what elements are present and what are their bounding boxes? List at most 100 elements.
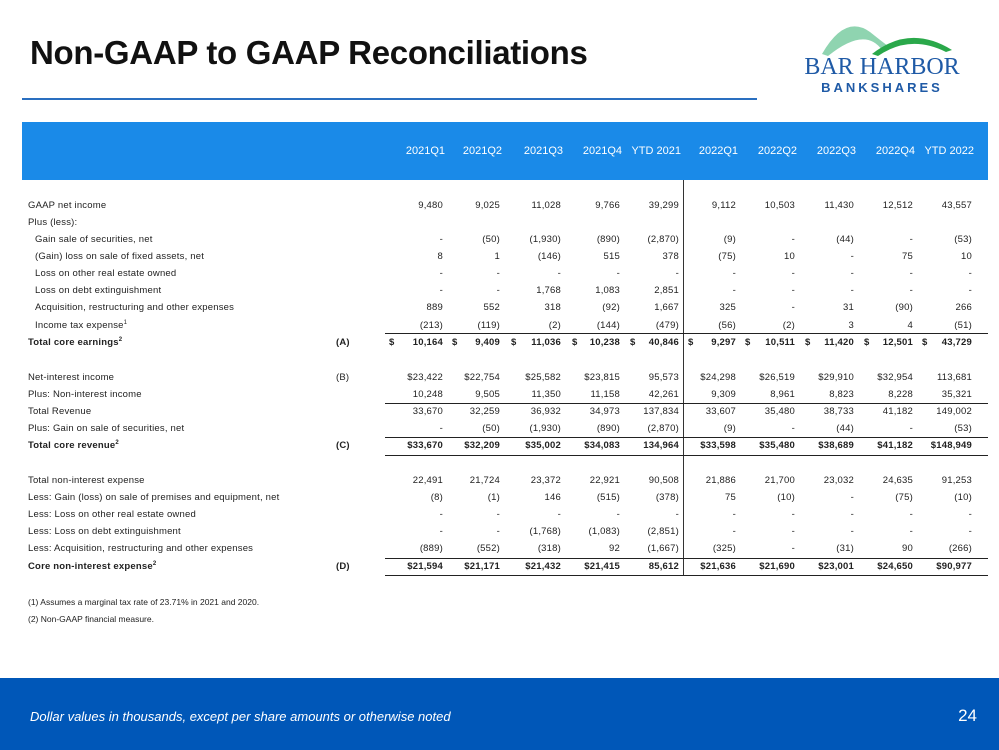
row-label: Less: Loss on debt extinguishment (28, 526, 181, 537)
cell-value: $23,815 (584, 372, 620, 383)
cell-value: (213) (419, 320, 443, 331)
table-rule (385, 558, 988, 559)
cell-value: - (675, 509, 679, 520)
cell-value: $25,582 (525, 372, 561, 383)
cell-value: 325 (719, 302, 736, 313)
table-row: Less: Loss on debt extinguishment - - (1,76… (0, 524, 999, 541)
cell-value: 9,409 (475, 337, 500, 348)
cell-value: (2,851) (647, 526, 679, 537)
row-label: Net-interest income (28, 372, 114, 383)
cell-value: 1,768 (536, 285, 561, 296)
cell-value: 9,112 (711, 200, 736, 211)
svg-text:BANKSHARES: BANKSHARES (821, 80, 943, 95)
cell-value: $90,977 (936, 561, 972, 572)
cell-value: 8,823 (829, 389, 854, 400)
table-row: Less: Gain (loss) on sale of premises an… (0, 490, 999, 507)
table-row: GAAP net income 9,480 9,025 11,028 9,766 39,2… (0, 198, 999, 215)
table-row: Gain sale of securities, net - (50) (1,930)… (0, 232, 999, 249)
cell-value: 38,733 (823, 406, 854, 417)
cell-value: - (909, 509, 913, 520)
cell-value: $21,171 (464, 561, 500, 572)
cell-value: - (791, 423, 795, 434)
cell-value: 33,607 (705, 406, 736, 417)
cell-value: 92 (609, 543, 620, 554)
cell-value: $35,002 (525, 440, 561, 451)
cell-value: 11,420 (824, 337, 854, 348)
cell-value: - (850, 492, 854, 503)
cell-value: - (439, 268, 443, 279)
cell-value: (146) (537, 251, 561, 262)
cell-value: (44) (836, 423, 854, 434)
currency-symbol: $ (511, 337, 517, 348)
cell-value: - (909, 234, 913, 245)
cell-value: 43,557 (941, 200, 972, 211)
cell-value: (479) (655, 320, 679, 331)
cell-value: 2,851 (654, 285, 679, 296)
row-label: Plus: Gain on sale of securities, net (28, 423, 184, 434)
row-label-text: Loss on debt extinguishment (35, 285, 162, 296)
cell-value: (1,768) (529, 526, 561, 537)
cell-value: 9,505 (475, 389, 500, 400)
row-label-text: Acquisition, restructuring and other exp… (35, 302, 235, 313)
table-row: Loss on other real estate owned - - - - - - - - -… (0, 266, 999, 283)
cell-value: 95,573 (648, 372, 679, 383)
row-label-text: Plus: Non-interest income (28, 389, 142, 400)
cell-value: 889 (426, 302, 443, 313)
column-header: 2021Q3 (523, 145, 563, 157)
table-rule (385, 575, 988, 576)
cell-value: 10 (961, 251, 972, 262)
cell-value: (889) (419, 543, 443, 554)
table-row: Total core revenue2 (C) $33,670 $32,209 $35,… (0, 438, 999, 455)
cell-value: (8) (430, 492, 443, 503)
cell-value: 12,501 (882, 337, 913, 348)
cell-value: - (439, 526, 443, 537)
table-row: Less: Acquisition, restructuring and oth… (0, 541, 999, 558)
row-letter: (D) (336, 561, 350, 572)
cell-value: - (732, 509, 736, 520)
cell-value: 552 (483, 302, 500, 313)
row-label-text: (Gain) loss on sale of fixed assets, net (35, 251, 205, 262)
cell-value: - (439, 423, 443, 434)
cell-value: $22,754 (464, 372, 500, 383)
cell-value: - (850, 251, 854, 262)
cell-value: 91,253 (941, 475, 972, 486)
cell-value: $33,598 (700, 440, 736, 451)
cell-value: 31 (843, 302, 854, 313)
cell-value: 35,480 (764, 406, 795, 417)
cell-value: - (439, 285, 443, 296)
cell-value: $41,182 (877, 440, 913, 451)
cell-value: $26,519 (759, 372, 795, 383)
cell-value: 266 (955, 302, 972, 313)
cell-value: (325) (712, 543, 736, 554)
cell-value: 134,964 (643, 440, 679, 451)
cell-value: (31) (836, 543, 854, 554)
cell-value: - (557, 509, 561, 520)
cell-value: (75) (718, 251, 736, 262)
table-rule (385, 403, 988, 404)
cell-value: $35,480 (759, 440, 795, 451)
cell-value: (9) (723, 423, 736, 434)
cell-value: (552) (476, 543, 500, 554)
footer-bar: Dollar values in thousands, except per s… (0, 678, 999, 750)
row-label-text: Loss on other real estate owned (35, 268, 177, 279)
table-rule (385, 455, 988, 456)
cell-value: - (496, 285, 500, 296)
table-row: Less: Loss on other real estate owned - - -… (0, 507, 999, 524)
cell-value: - (968, 526, 972, 537)
cell-value: 378 (662, 251, 679, 262)
cell-value: - (732, 285, 736, 296)
cell-value: (50) (482, 234, 500, 245)
cell-value: 11,350 (531, 389, 561, 400)
row-label-text: Income tax expense (35, 320, 124, 331)
cell-value: 9,309 (711, 389, 736, 400)
cell-value: (53) (954, 234, 972, 245)
row-label-text: Total non-interest expense (28, 475, 145, 486)
column-header: 2021Q1 (405, 145, 445, 157)
row-label-text: Total core earnings (28, 337, 119, 348)
column-header: 2021Q4 (582, 145, 622, 157)
column-header: 2022Q3 (816, 145, 856, 157)
cell-value: - (909, 526, 913, 537)
cell-value: - (909, 285, 913, 296)
row-label-text: GAAP net income (28, 200, 107, 211)
cell-value: (119) (477, 320, 500, 331)
